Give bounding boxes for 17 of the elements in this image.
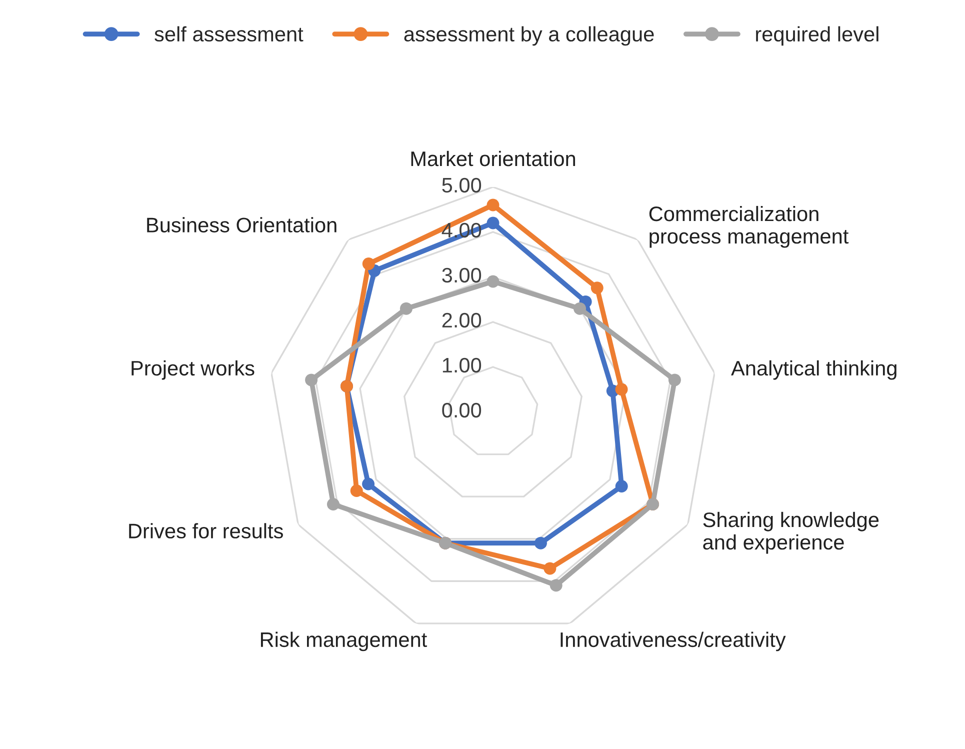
spoke-label: Risk management [260, 632, 428, 652]
legend-label: self assessment [154, 26, 304, 42]
legend-label: assessment by a colleague [404, 26, 654, 46]
y-tick-label: 0.00 [442, 402, 482, 418]
y-tick-label: 1.00 [442, 358, 482, 373]
y-tick-label: 5.00 [442, 178, 482, 193]
spoke-label: Market orientation [411, 150, 576, 166]
spoke-label: Innovativeness/creativity [560, 632, 786, 652]
y-tick-label: 3.00 [442, 268, 482, 283]
spoke-label: Analytical thinking [731, 360, 896, 380]
spoke-label: Drives for results [129, 523, 283, 538]
spoke-label: Project works [132, 360, 254, 380]
spoke-label: Sharing knowledge and experience [703, 512, 879, 554]
spoke-label: Commercialization process management [649, 206, 849, 248]
spoke-label: Business Orientation [147, 217, 336, 232]
y-tick-label: 2.00 [442, 312, 482, 328]
legend-label: required level [756, 26, 878, 46]
